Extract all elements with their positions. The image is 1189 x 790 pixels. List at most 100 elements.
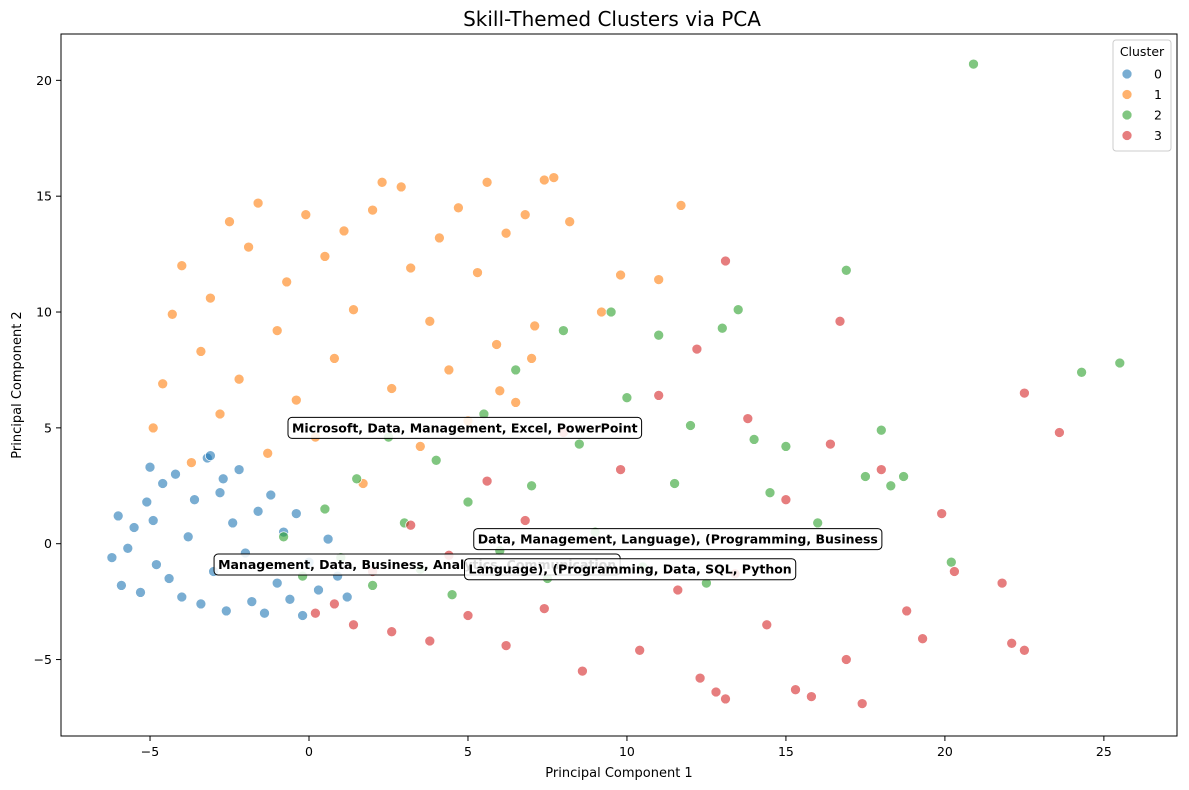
cluster-0-point	[144, 461, 156, 473]
cluster-0-point	[271, 577, 283, 589]
cluster-0-point	[141, 496, 153, 508]
cluster-1-point	[348, 304, 359, 316]
cluster-1-point	[205, 292, 216, 304]
cluster-1-point	[319, 251, 331, 262]
cluster-1-point	[243, 241, 254, 253]
y-tick-label: 15	[36, 189, 52, 204]
cluster-1-point	[195, 346, 207, 357]
cluster-1-point	[281, 276, 293, 288]
cluster-2-point	[875, 424, 887, 436]
cluster-1-point	[529, 320, 541, 332]
y-tick-label: 0	[44, 536, 52, 551]
cluster-1-point	[290, 394, 302, 406]
cluster-3-point	[710, 686, 722, 698]
cluster-1-point	[500, 227, 512, 239]
cluster-0-point	[284, 593, 296, 605]
cluster-1-point	[233, 373, 245, 385]
cluster-annotation: Data, Management, Language), (Programmin…	[473, 528, 883, 551]
x-tick-label: 10	[619, 744, 635, 759]
cluster-3-point	[996, 577, 1008, 589]
y-axis-ticks: −5 0 5 10 15 20	[34, 73, 61, 667]
cluster-3-point	[386, 626, 398, 638]
cluster-2-point	[764, 487, 776, 499]
cluster-0-point	[182, 531, 194, 543]
cluster-1-point	[176, 260, 188, 272]
cluster-0-point	[122, 542, 134, 554]
cluster-3-point	[806, 691, 817, 702]
cluster-1-point	[186, 457, 197, 468]
cluster-3-point	[856, 698, 868, 709]
cluster-annotation: Language), (Programming, Data, SQL, Pyth…	[464, 558, 797, 581]
cluster-0-point	[135, 587, 146, 598]
cluster-2-point	[605, 306, 617, 318]
cluster-1-point	[491, 339, 502, 350]
cluster-1-point	[300, 209, 312, 221]
cluster-1-point	[338, 225, 350, 237]
y-tick-label: 20	[36, 73, 52, 88]
cluster-3-point	[936, 508, 948, 519]
legend-marker	[1121, 68, 1133, 80]
cluster-3-point	[720, 693, 731, 705]
cluster-0-point	[195, 598, 207, 610]
cluster-1-point	[538, 174, 550, 186]
cluster-2-point	[278, 531, 289, 543]
cluster-3-point	[462, 610, 474, 621]
cluster-1-point	[510, 397, 522, 408]
cluster-1-point	[494, 385, 506, 397]
cluster-3-point	[949, 566, 960, 577]
cluster-2-point	[510, 364, 522, 376]
cluster-1-point	[564, 216, 576, 228]
cluster-1-point	[271, 325, 283, 336]
cluster-0-point	[227, 517, 239, 529]
y-tick-label: 10	[36, 305, 52, 320]
cluster-0-point	[170, 468, 181, 480]
cluster-3-point	[310, 607, 321, 619]
cluster-2-point	[685, 420, 696, 431]
legend-label: 0	[1154, 67, 1162, 82]
cluster-2-point	[1114, 357, 1126, 369]
cluster-0-point	[259, 607, 270, 619]
cluster-3-point	[1006, 637, 1018, 649]
cluster-0-point	[106, 552, 118, 563]
cluster-0-point	[214, 487, 226, 499]
cluster-3-point	[481, 475, 493, 487]
cluster-1-point	[147, 422, 159, 434]
cluster-1-point	[214, 408, 226, 420]
cluster-1-point	[519, 209, 531, 221]
cluster-0-point	[176, 591, 188, 603]
annotation-box	[464, 558, 797, 581]
annotations-layer: Microsoft, Data, Management, Excel, Powe…	[213, 416, 883, 581]
cluster-3-point	[875, 464, 887, 475]
cluster-3-point	[405, 519, 417, 531]
x-tick-label: 0	[305, 744, 313, 759]
annotation-text: Microsoft, Data, Management, Excel, Powe…	[292, 420, 638, 435]
cluster-2-point	[462, 496, 474, 508]
cluster-1-point	[434, 232, 445, 244]
cluster-3-point	[653, 390, 665, 401]
cluster-0-point	[205, 450, 216, 462]
legend: Cluster 0 1 2 3	[1112, 39, 1172, 152]
cluster-2-point	[351, 473, 363, 485]
cluster-2-point	[860, 471, 871, 482]
cluster-3-point	[519, 515, 531, 526]
legend-marker	[1121, 109, 1133, 121]
cluster-2-point	[840, 264, 852, 276]
cluster-3-point	[500, 640, 512, 651]
cluster-0-point	[116, 580, 127, 591]
cluster-2-point	[621, 392, 633, 404]
cluster-0-point	[265, 489, 277, 501]
cluster-3-point	[615, 464, 626, 475]
cluster-3-point	[834, 315, 846, 327]
cluster-3-point	[691, 343, 703, 355]
legend-label: 1	[1154, 87, 1162, 102]
cluster-1-point	[675, 200, 687, 211]
cluster-3-point	[840, 654, 852, 665]
cluster-3-point	[329, 598, 340, 610]
cluster-1-point	[481, 176, 493, 188]
cluster-0-point	[252, 505, 264, 517]
legend-marker	[1121, 89, 1133, 100]
x-tick-label: 20	[937, 744, 953, 759]
cluster-0-point	[322, 533, 334, 545]
cluster-1-point	[414, 441, 426, 452]
